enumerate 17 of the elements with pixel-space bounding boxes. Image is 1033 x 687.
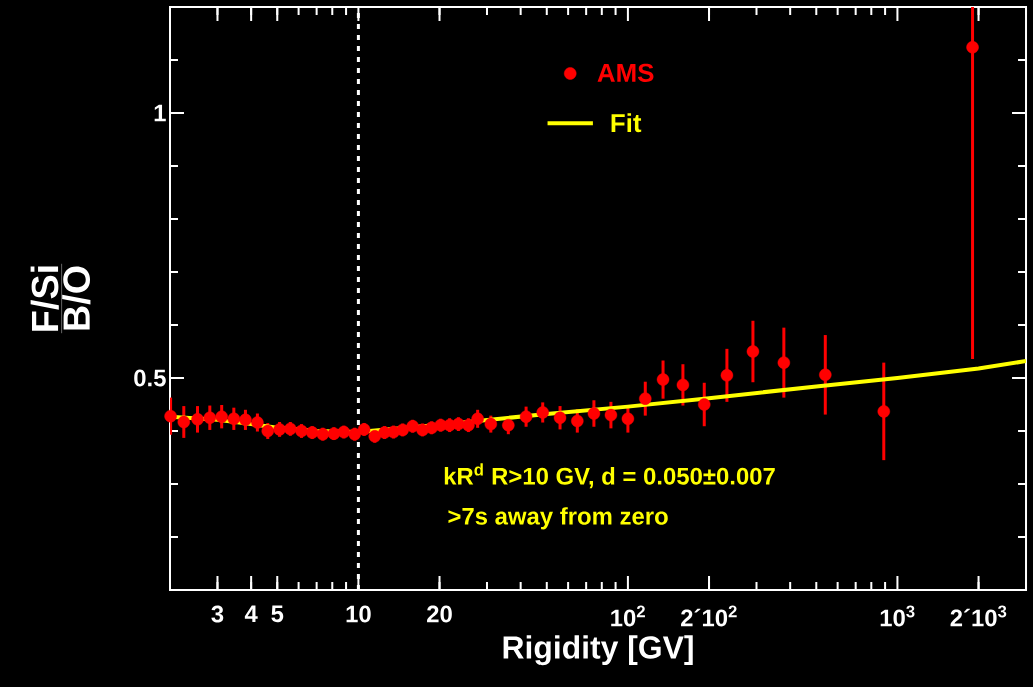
annotation: kR$^{d}$ R>10 GV, d = 0.050±0.007 bbox=[444, 463, 775, 489]
x-tick-label: 4 bbox=[244, 605, 258, 622]
y-axis-title: $\frac{\textbf{F/Si}}{\textbf{B/O}}$ bbox=[30, 263, 91, 334]
x-tick-label: 2´10$^{2}$ bbox=[681, 605, 737, 627]
x-tick-label: 5 bbox=[271, 605, 284, 623]
x-tick-label: 3 bbox=[211, 605, 224, 623]
x-tick-label: 10$^{2}$ bbox=[611, 605, 645, 627]
x-tick-label: 2´10$^{3}$ bbox=[950, 605, 1007, 627]
legend-label: AMS bbox=[597, 63, 654, 82]
annotation: >7s away from zero bbox=[448, 507, 668, 530]
legend-label: Fit bbox=[611, 113, 642, 133]
y-tick-label: 1 bbox=[154, 104, 166, 122]
y-tick-label: 0.5 bbox=[134, 369, 166, 387]
x-tick-label: 10$^{3}$ bbox=[880, 605, 915, 627]
x-tick-label: 10 bbox=[346, 605, 371, 623]
x-axis-title: Rigidity [GV] bbox=[503, 635, 693, 666]
x-tick-label: 20 bbox=[427, 605, 452, 623]
